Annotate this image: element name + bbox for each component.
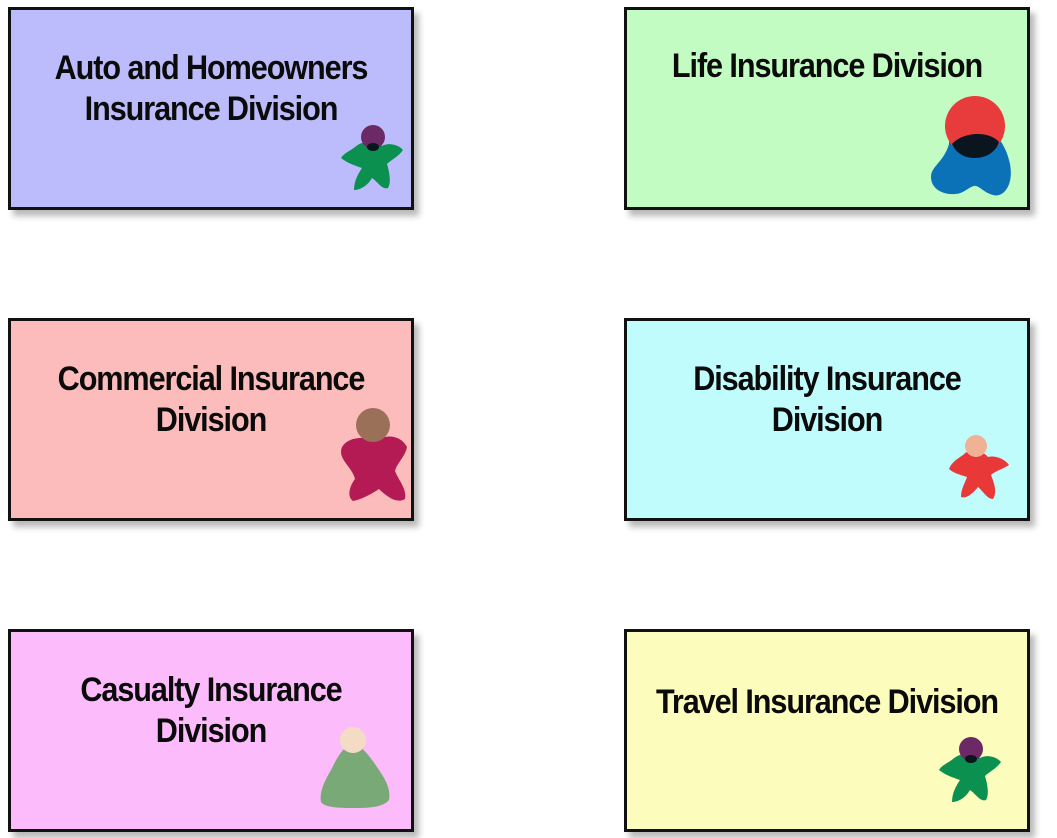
division-box-disability: Disability Insurance Division <box>624 318 1030 521</box>
division-title: Travel Insurance Division <box>655 683 999 721</box>
blob-person-icon <box>931 96 1011 196</box>
broad-person-icon <box>341 408 407 501</box>
cone-person-icon <box>320 727 390 808</box>
division-title: Disability Insurance Division <box>693 360 962 439</box>
division-box-travel: Travel Insurance Division <box>624 629 1030 832</box>
star-person-icon <box>949 435 1009 499</box>
division-title: Commercial Insurance Division <box>57 360 366 439</box>
division-box-auto-homeowners: Auto and Homeowners Insurance Division <box>8 7 414 210</box>
star-person-icon <box>939 737 1001 802</box>
division-box-life: Life Insurance Division <box>624 7 1030 210</box>
division-title: Casualty Insurance Division <box>80 671 342 750</box>
star-person-icon <box>341 125 403 190</box>
division-box-casualty: Casualty Insurance Division <box>8 629 414 832</box>
division-box-commercial: Commercial Insurance Division <box>8 318 414 521</box>
division-title: Life Insurance Division <box>671 47 983 85</box>
division-title: Auto and Homeowners Insurance Division <box>54 49 369 128</box>
